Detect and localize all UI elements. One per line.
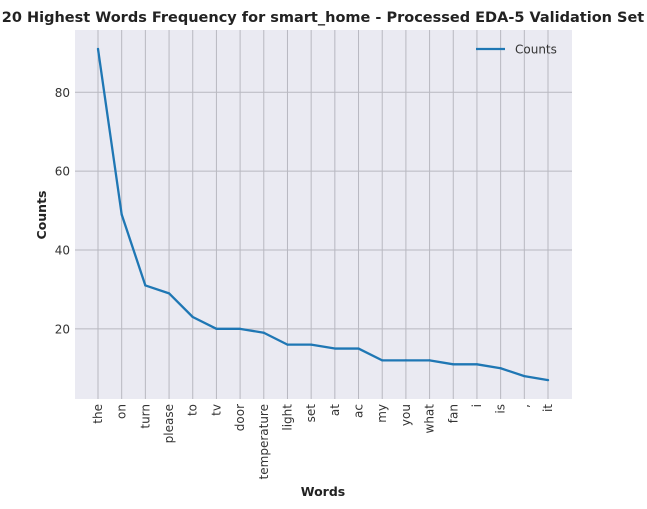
y-axis-label: Counts — [34, 191, 49, 240]
x-tick-label: set — [304, 404, 318, 423]
data-point — [96, 47, 100, 51]
chart-title: 20 Highest Words Frequency for smart_hom… — [2, 10, 645, 26]
data-point — [167, 292, 171, 295]
data-point — [475, 363, 479, 366]
data-point — [239, 327, 242, 330]
x-tick-label: door — [233, 404, 247, 431]
data-point — [404, 359, 407, 362]
x-tick-label: light — [280, 404, 294, 431]
x-tick-label: it — [541, 404, 555, 412]
x-tick-label: to — [186, 404, 200, 416]
x-tick-label: turn — [138, 404, 152, 429]
data-point — [452, 363, 455, 366]
y-tick-label: 20 — [55, 322, 70, 336]
data-point — [333, 347, 336, 350]
x-tick-label: what — [423, 404, 437, 434]
x-tick-label: at — [328, 404, 342, 416]
data-point — [215, 327, 218, 330]
x-tick-label: please — [162, 404, 176, 443]
y-tick-label: 60 — [55, 165, 70, 179]
data-point — [310, 343, 313, 346]
x-tick-label: tv — [209, 404, 223, 416]
data-point — [499, 367, 502, 370]
x-tick-label: ac — [352, 404, 366, 418]
x-tick-label: my — [375, 404, 389, 423]
data-point — [546, 378, 550, 382]
data-point — [357, 347, 360, 350]
legend: Counts — [476, 43, 557, 57]
x-axis-ticks: the on turn please to tv door temperature light s… — [91, 404, 555, 480]
series-line-counts — [96, 47, 550, 382]
data-point — [523, 375, 526, 378]
y-tick-label: 40 — [55, 243, 70, 257]
x-tick-label: i — [470, 404, 484, 407]
x-tick-label: the — [91, 404, 105, 424]
x-tick-label: is — [494, 404, 508, 414]
x-tick-label: on — [115, 404, 129, 419]
data-point — [191, 315, 194, 319]
data-point — [428, 359, 431, 362]
x-tick-label: fan — [446, 404, 460, 423]
data-point — [262, 331, 265, 334]
legend-label: Counts — [515, 43, 557, 57]
x-tick-label: you — [399, 404, 413, 426]
x-axis-label: Words — [301, 484, 345, 499]
series-points — [96, 47, 550, 382]
data-point — [286, 343, 289, 346]
x-tick-label: temperature — [257, 404, 271, 479]
grid-lines — [75, 30, 572, 399]
data-point — [120, 213, 123, 216]
x-tick-label: , — [517, 404, 531, 408]
plot-background — [75, 30, 572, 399]
data-point — [381, 359, 384, 362]
y-tick-label: 80 — [55, 86, 70, 100]
y-axis-ticks: 20 40 60 80 — [55, 86, 70, 337]
data-point — [144, 284, 147, 287]
